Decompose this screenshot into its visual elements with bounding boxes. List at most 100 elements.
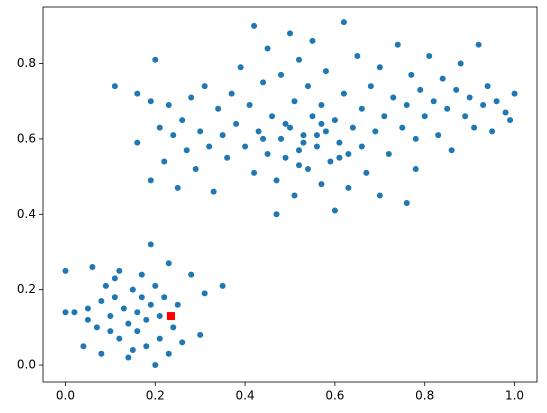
point	[152, 56, 159, 63]
point	[295, 147, 302, 154]
point	[444, 105, 451, 112]
point	[228, 90, 235, 97]
point	[403, 101, 410, 108]
point	[192, 166, 199, 173]
point	[134, 328, 141, 335]
point	[125, 320, 132, 327]
point	[304, 166, 311, 173]
point	[98, 297, 105, 304]
point	[152, 282, 159, 289]
point	[287, 124, 293, 131]
point	[111, 275, 118, 282]
point	[313, 132, 320, 139]
point	[376, 192, 383, 199]
point	[336, 139, 343, 146]
point	[331, 117, 338, 124]
x-tick-label: 1.0	[505, 389, 524, 403]
point	[111, 83, 118, 90]
point	[403, 199, 410, 206]
point	[237, 64, 244, 71]
point	[421, 113, 428, 120]
point	[435, 132, 442, 139]
point	[161, 294, 168, 301]
y-tick-label: 0.0	[17, 358, 36, 372]
point	[62, 267, 69, 274]
point	[89, 264, 96, 271]
point	[493, 98, 500, 105]
y-tick-label: 0.2	[17, 282, 36, 296]
point	[62, 309, 69, 316]
point	[84, 305, 91, 312]
point	[354, 52, 361, 59]
point	[188, 94, 195, 101]
point	[295, 56, 302, 63]
point	[224, 154, 231, 161]
point	[408, 71, 415, 78]
point	[466, 94, 473, 101]
point	[489, 128, 496, 135]
point	[372, 128, 379, 135]
point	[107, 313, 114, 320]
point	[260, 79, 267, 86]
point	[471, 124, 478, 131]
point	[183, 147, 190, 154]
point	[358, 105, 365, 112]
point	[282, 120, 289, 127]
point	[480, 101, 487, 108]
point	[340, 19, 347, 26]
x-tick-label: 0.2	[146, 389, 165, 403]
point	[242, 143, 249, 150]
point	[426, 52, 433, 59]
point	[287, 30, 293, 37]
point	[300, 139, 307, 146]
point	[269, 113, 276, 120]
point	[219, 132, 226, 139]
point	[138, 271, 145, 278]
point	[219, 282, 226, 289]
axes-frame	[42, 6, 538, 383]
point	[233, 120, 240, 127]
point	[291, 98, 298, 105]
point	[336, 154, 343, 161]
point	[201, 83, 208, 90]
plot-area	[43, 7, 537, 382]
point	[385, 150, 392, 157]
point	[462, 113, 469, 120]
point	[349, 124, 356, 131]
point	[120, 305, 127, 312]
point	[430, 98, 437, 105]
x-tick-label: 0.0	[56, 389, 75, 403]
point	[165, 350, 172, 357]
point	[165, 101, 172, 108]
point	[394, 41, 401, 48]
point	[291, 192, 298, 199]
y-tick-label: 0.8	[17, 56, 36, 70]
point	[484, 83, 491, 90]
point	[251, 169, 258, 176]
point	[156, 313, 163, 320]
point	[273, 211, 280, 218]
point	[93, 324, 100, 331]
point	[412, 135, 419, 142]
point	[116, 267, 123, 274]
point	[264, 45, 271, 52]
point	[457, 60, 464, 67]
point	[125, 354, 132, 361]
x-tick-label: 0.4	[236, 389, 255, 403]
point	[300, 132, 307, 139]
point	[246, 101, 253, 108]
point	[143, 316, 150, 323]
point	[201, 290, 208, 297]
point	[156, 124, 163, 131]
point	[98, 350, 105, 357]
point	[304, 83, 311, 90]
point	[80, 343, 87, 350]
point	[282, 154, 289, 161]
point	[156, 335, 163, 342]
point	[331, 207, 338, 214]
point	[107, 328, 114, 335]
point	[295, 162, 302, 169]
point	[188, 271, 195, 278]
point	[179, 117, 186, 124]
